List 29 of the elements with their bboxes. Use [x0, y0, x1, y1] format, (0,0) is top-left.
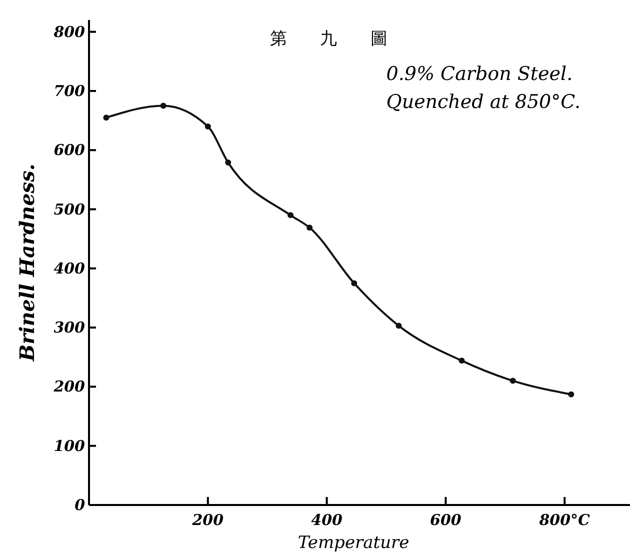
annotation: 0.9% Carbon Steel.: [386, 63, 573, 85]
y-axis-title: Brinell Hardness.: [15, 164, 39, 362]
text: 第 九 圖: [270, 29, 402, 49]
point: [103, 114, 110, 121]
x-tick-label: 800°C: [538, 511, 590, 529]
y-tick-label: 400: [54, 259, 86, 278]
point: [160, 102, 166, 109]
point: [458, 358, 465, 364]
x-tick-label: 200: [191, 511, 224, 529]
y-tick-label: 100: [54, 436, 86, 455]
point: [204, 123, 211, 130]
point: [510, 378, 516, 384]
point: [568, 391, 574, 398]
y-tick-label: 0: [74, 496, 86, 514]
point: [306, 224, 313, 231]
point: [396, 322, 402, 329]
point: [225, 160, 232, 166]
point: [351, 280, 358, 286]
x-tick-label: 400: [311, 511, 344, 529]
point: [288, 212, 294, 218]
x-tick-label: 600: [430, 511, 462, 529]
annotation: Quenched at 850°C.: [386, 91, 581, 113]
y-tick-label: 200: [52, 378, 86, 396]
y-tick-label: 800: [52, 22, 86, 41]
y-tick-label: 700: [54, 82, 86, 100]
x-axis-title: Temperature: [298, 533, 410, 553]
y-tick-label: 300: [54, 318, 86, 337]
y-tick-label: 600: [54, 141, 86, 160]
y-tick-label: 500: [54, 200, 86, 218]
